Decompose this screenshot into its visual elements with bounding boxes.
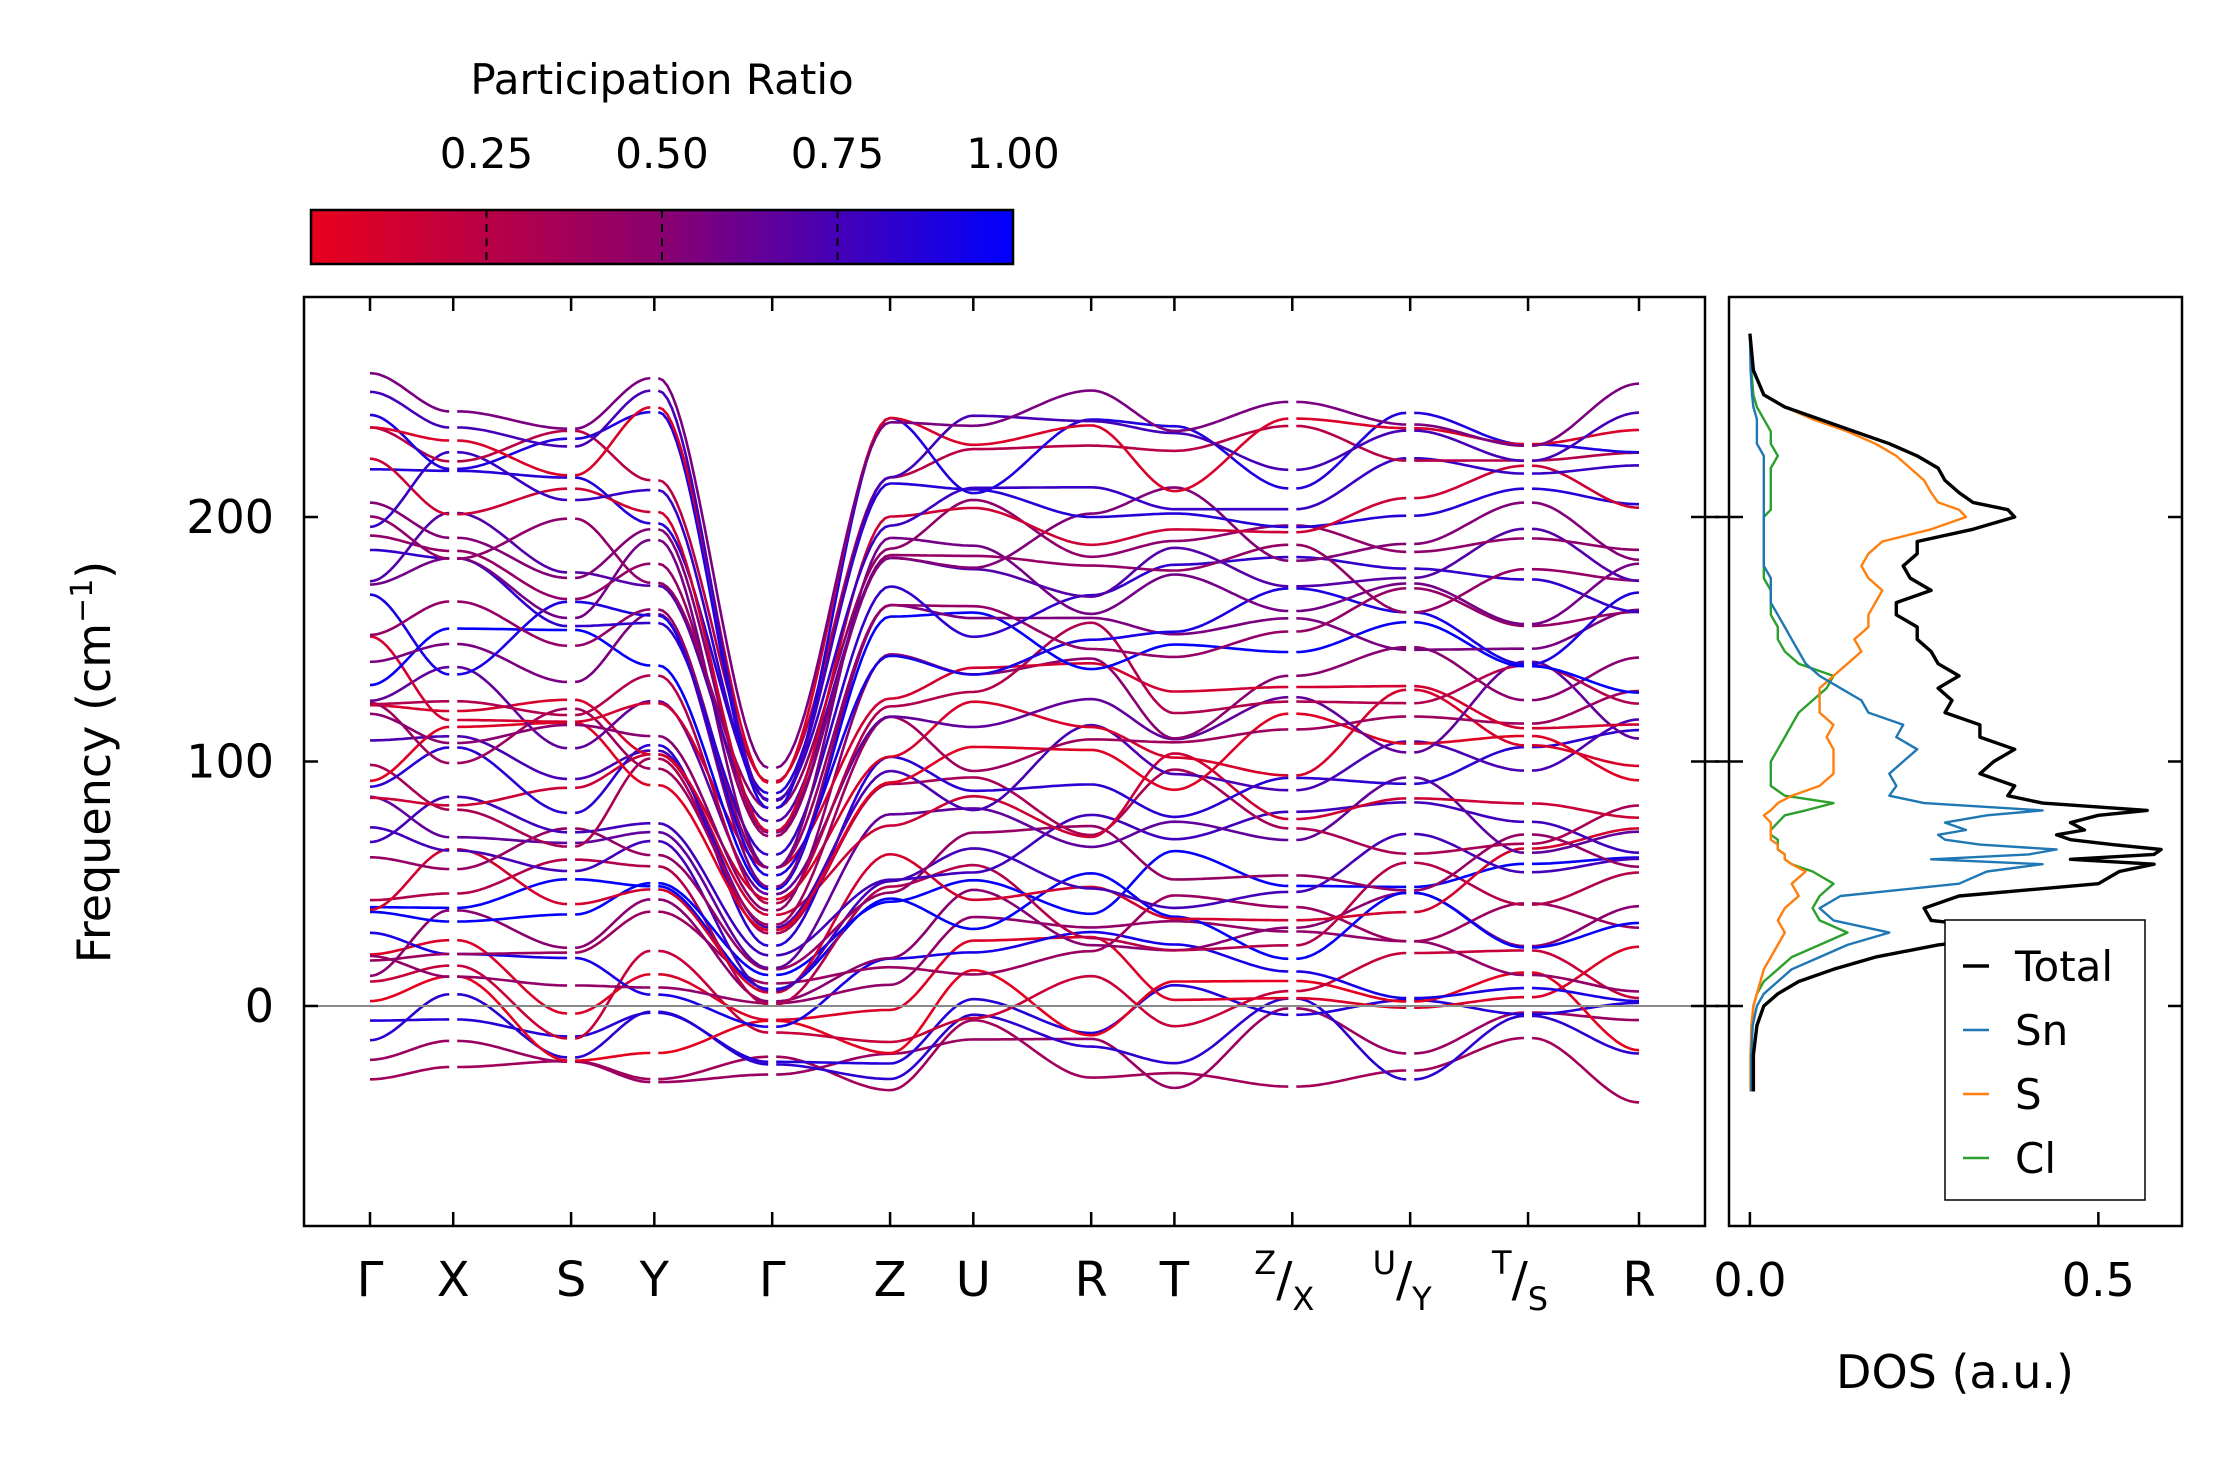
phonon-branch: [370, 548, 1640, 856]
y-axis-label: Frequency (cm−1): [65, 561, 121, 964]
x-tick-label: Z: [874, 1252, 907, 1308]
dos-legend: Total Sn S Cl: [1944, 919, 2146, 1201]
x-tick-label: T: [1159, 1252, 1190, 1308]
phonon-branch: [369, 849, 1639, 977]
phonon-branch: [370, 824, 1640, 971]
phonon-branch: [369, 587, 1640, 870]
phonon-branch: [369, 450, 1639, 801]
y-tick-label: 100: [186, 735, 274, 789]
dos-panel: 0.0 0.5 DOS (a.u.) Total Sn S Cl: [1713, 295, 2184, 1399]
x-tick-label-sub: X: [1292, 1280, 1314, 1318]
phonon-branch: [370, 752, 1640, 917]
phonon-branch: [369, 587, 1640, 877]
phonon-branch: [370, 688, 1640, 901]
phonon-branch: [369, 389, 1640, 803]
phonon-branch: [369, 534, 1640, 838]
phonon-branch: [369, 935, 1640, 1022]
phonon-branch: [369, 689, 1640, 926]
x-tick-label-sub: Y: [1411, 1280, 1432, 1318]
phonon-branch: [369, 611, 1640, 891]
phonon-branch: [369, 424, 1639, 783]
x-tick-label: Y: [639, 1252, 670, 1308]
phonon-branch: [369, 827, 1640, 994]
phonon-branch: [369, 826, 1640, 992]
x-tick-label: X: [437, 1252, 470, 1308]
colorbar-ticks: 0.25 0.50 0.75 1.00: [440, 129, 1060, 264]
legend-label-total: Total: [2014, 942, 2113, 991]
x-tick-label-split: Z/X: [1254, 1244, 1314, 1318]
dos-line-cl: [1748, 333, 1849, 1092]
legend-label-cl: Cl: [2015, 1134, 2056, 1183]
dos-series: [1748, 333, 2163, 1092]
x-tick-label: R: [1622, 1252, 1655, 1308]
x-tick-label: U: [956, 1252, 991, 1308]
colorbar-tick-label: 0.25: [440, 129, 534, 178]
x-tick-label-slash: /: [1512, 1252, 1529, 1308]
phonon-branch: [369, 457, 1640, 833]
phonon-branch: [369, 993, 1640, 1081]
x-tick-label-sup: Z: [1254, 1244, 1276, 1282]
legend-label-s: S: [2015, 1070, 2042, 1119]
band-y-ticks: 0 100 200: [186, 490, 2182, 1033]
phonon-branch: [369, 486, 1640, 834]
band-x-ticks: Γ X S Y Γ Z U R T Z/XU/YT/S R: [357, 297, 1656, 1318]
phonon-branch: [369, 498, 1639, 810]
phonon-branch: [369, 371, 1640, 770]
x-tick-label: R: [1075, 1252, 1108, 1308]
colorbar-tick-label: 0.50: [615, 129, 709, 178]
x-tick-label-slash: /: [1396, 1252, 1413, 1308]
phonon-branch: [369, 915, 1640, 1005]
y-axis-label-main: Frequency (cm: [67, 623, 121, 963]
dos-line-total: [1748, 333, 2163, 1092]
phonon-branch: [369, 968, 1640, 1062]
phonon-branch: [370, 718, 1640, 929]
phonon-branches: [369, 371, 1640, 1104]
dos-x-axis-label: DOS (a.u.): [1836, 1345, 2074, 1399]
x-tick-label-slash: /: [1276, 1252, 1293, 1308]
dos-x-tick-label: 0.0: [1713, 1253, 1786, 1307]
phonon-branch: [370, 1018, 1640, 1104]
y-axis-label-sup: −1: [65, 579, 100, 623]
x-tick-label-sup: U: [1373, 1244, 1396, 1282]
dos-x-tick-label: 0.5: [2062, 1253, 2135, 1307]
phonon-branch: [369, 635, 1639, 869]
phonon-branch: [369, 712, 1640, 932]
x-tick-label-split: T/S: [1491, 1244, 1548, 1318]
y-axis-label-tail: ): [67, 561, 121, 579]
y-tick-label: 200: [186, 490, 274, 544]
legend-label-sn: Sn: [2015, 1006, 2068, 1055]
x-tick-label-sub: S: [1528, 1280, 1548, 1318]
colorbar: Participation Ratio 0.25 0.50 0.75 1.00: [309, 55, 1060, 266]
x-tick-label: Γ: [357, 1252, 384, 1308]
x-tick-label-split: U/Y: [1373, 1244, 1433, 1318]
colorbar-label: Participation Ratio: [470, 55, 853, 104]
x-tick-label: S: [556, 1252, 586, 1308]
y-tick-label: 0: [245, 979, 274, 1033]
dos-line-sn: [1748, 333, 2058, 1092]
x-tick-label: Γ: [759, 1252, 786, 1308]
colorbar-tick-label: 0.75: [791, 129, 885, 178]
colorbar-tick-label: 1.00: [966, 129, 1060, 178]
x-tick-label-sup: T: [1491, 1244, 1512, 1282]
dos-ticks: 0.0 0.5: [1713, 1212, 2135, 1307]
dos-line-s: [1748, 333, 1968, 1092]
dos-axes-frame: [1727, 295, 2184, 1228]
